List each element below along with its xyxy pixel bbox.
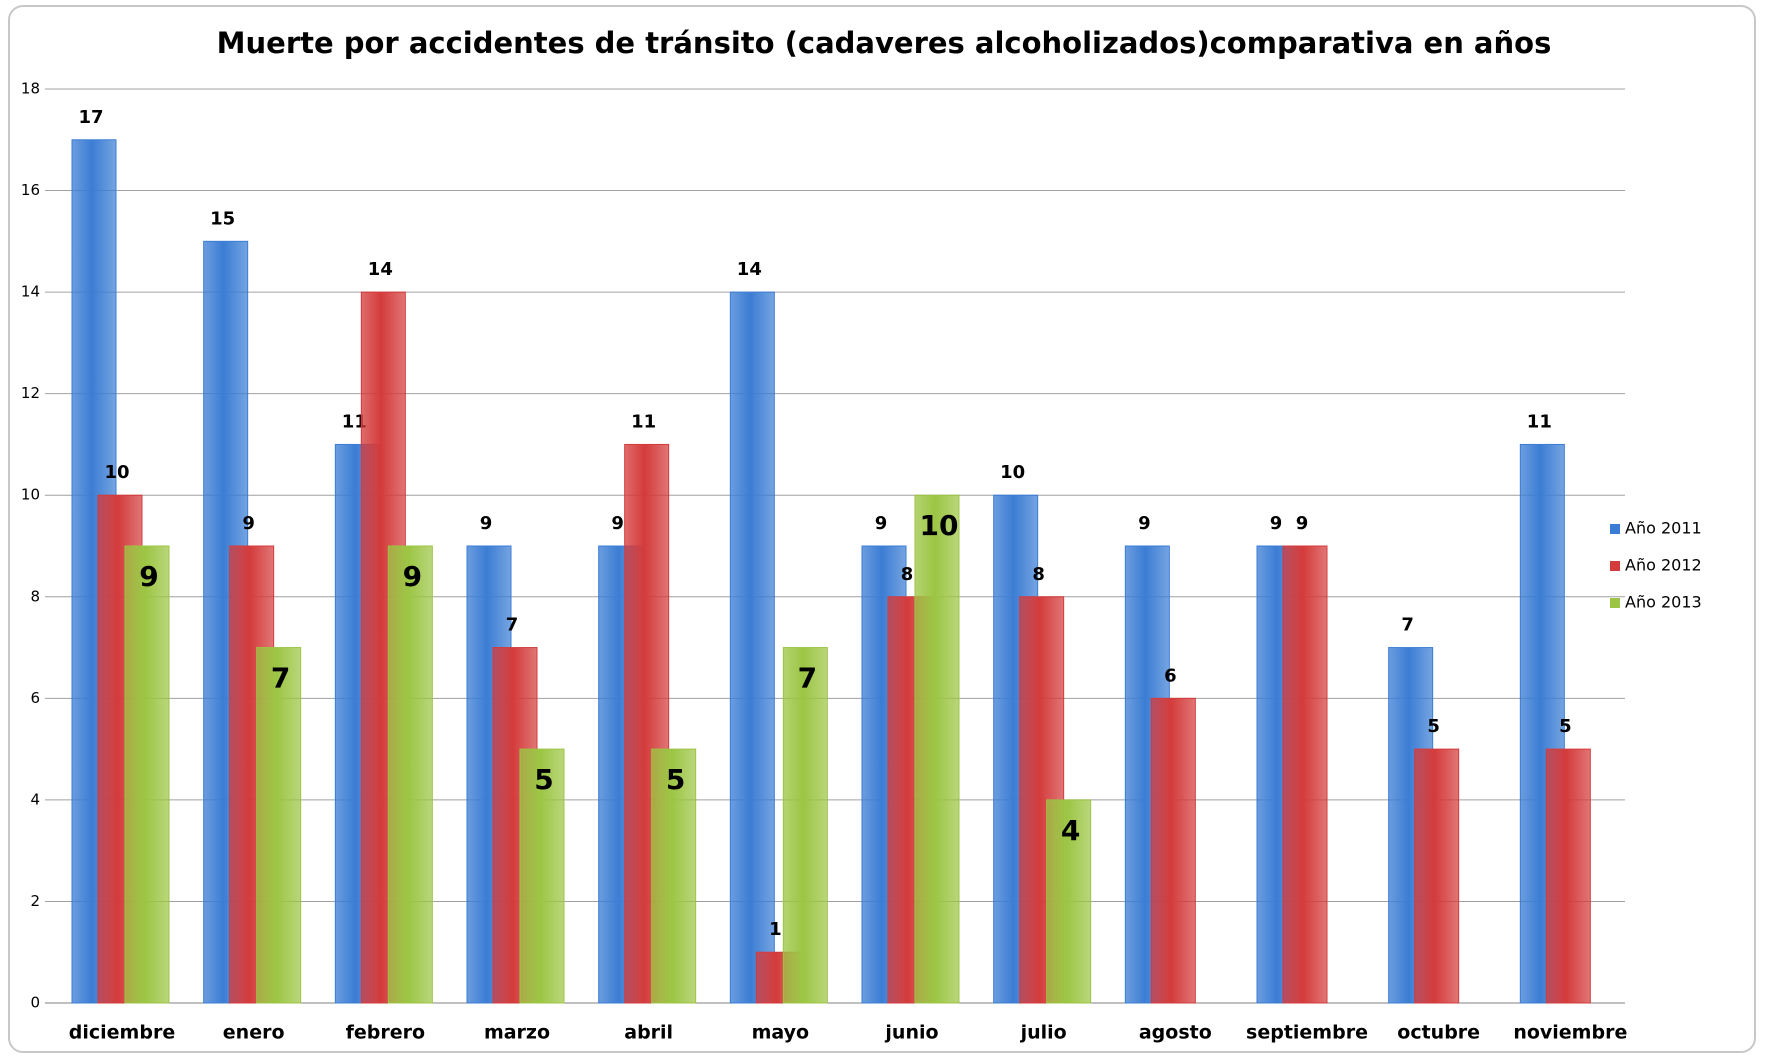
data-label: 9 <box>1138 513 1151 534</box>
y-tick-label: 10 <box>21 486 40 504</box>
bar <box>1414 748 1460 1004</box>
data-label: 9 <box>242 513 255 534</box>
y-tick-label: 16 <box>21 181 40 199</box>
data-label: 9 <box>1270 513 1283 534</box>
data-label: 5 <box>1427 716 1440 737</box>
y-tick-label: 2 <box>30 892 40 910</box>
y-tick-label: 14 <box>21 283 40 301</box>
bar <box>1282 545 1328 1004</box>
chart-title: Muerte por accidentes de tránsito (cadav… <box>217 26 1552 60</box>
bar <box>782 647 828 1004</box>
data-label: 8 <box>901 564 914 585</box>
x-tick-label: febrero <box>346 1022 425 1044</box>
bar <box>519 748 565 1004</box>
data-label: 11 <box>342 411 367 432</box>
legend-label: Año 2013 <box>1625 593 1702 612</box>
x-tick-label: noviembre <box>1513 1022 1627 1044</box>
data-label: 5 <box>534 763 553 796</box>
data-label: 7 <box>506 615 519 636</box>
bar <box>256 647 302 1004</box>
x-tick-label: junio <box>884 1022 938 1044</box>
x-tick-label: julio <box>1020 1022 1067 1044</box>
data-label: 6 <box>1164 665 1177 686</box>
data-label: 9 <box>480 513 493 534</box>
x-tick-label: octubre <box>1397 1022 1480 1044</box>
x-tick-label: agosto <box>1139 1022 1212 1044</box>
data-label: 1 <box>769 919 782 940</box>
data-label: 11 <box>1527 411 1552 432</box>
legend-swatch <box>1610 561 1620 571</box>
data-label: 10 <box>920 509 959 542</box>
legend-label: Año 2011 <box>1625 519 1702 538</box>
data-label: 15 <box>210 208 235 229</box>
bar <box>387 545 433 1004</box>
data-label: 9 <box>1296 513 1309 534</box>
data-label: 9 <box>875 513 888 534</box>
data-label: 9 <box>611 513 624 534</box>
data-label: 7 <box>271 662 290 695</box>
data-label: 8 <box>1032 564 1045 585</box>
legend-swatch <box>1610 598 1620 608</box>
data-label: 10 <box>104 462 129 483</box>
data-label: 9 <box>403 560 422 593</box>
x-tick-label: enero <box>223 1022 285 1044</box>
bar <box>1150 697 1196 1004</box>
bar <box>1545 748 1591 1004</box>
bar <box>651 748 697 1004</box>
data-label: 5 <box>1559 716 1572 737</box>
y-tick-label: 4 <box>30 790 40 808</box>
y-tick-label: 18 <box>21 80 40 98</box>
y-tick-label: 8 <box>30 587 40 605</box>
x-tick-label: abril <box>624 1022 673 1044</box>
y-tick-label: 12 <box>21 384 40 402</box>
x-tick-label: mayo <box>752 1022 809 1044</box>
y-tick-label: 0 <box>30 994 40 1012</box>
x-tick-label: septiembre <box>1246 1022 1368 1044</box>
data-label: 10 <box>1000 462 1025 483</box>
x-tick-label: marzo <box>484 1022 550 1044</box>
bar <box>1046 799 1092 1004</box>
data-label: 9 <box>139 560 158 593</box>
bar <box>914 494 960 1004</box>
bar <box>729 291 775 1004</box>
data-label: 11 <box>631 411 656 432</box>
x-tick-label: diciembre <box>69 1022 175 1044</box>
y-tick-label: 6 <box>30 689 40 707</box>
data-label: 17 <box>78 107 103 128</box>
data-label: 7 <box>1401 615 1414 636</box>
data-label: 4 <box>1061 814 1080 847</box>
data-label: 14 <box>368 259 393 280</box>
bar <box>124 545 170 1004</box>
legend-swatch <box>1610 524 1620 534</box>
data-label: 14 <box>737 259 762 280</box>
legend-label: Año 2012 <box>1625 556 1702 575</box>
data-label: 5 <box>666 763 685 796</box>
data-label: 7 <box>798 662 817 695</box>
